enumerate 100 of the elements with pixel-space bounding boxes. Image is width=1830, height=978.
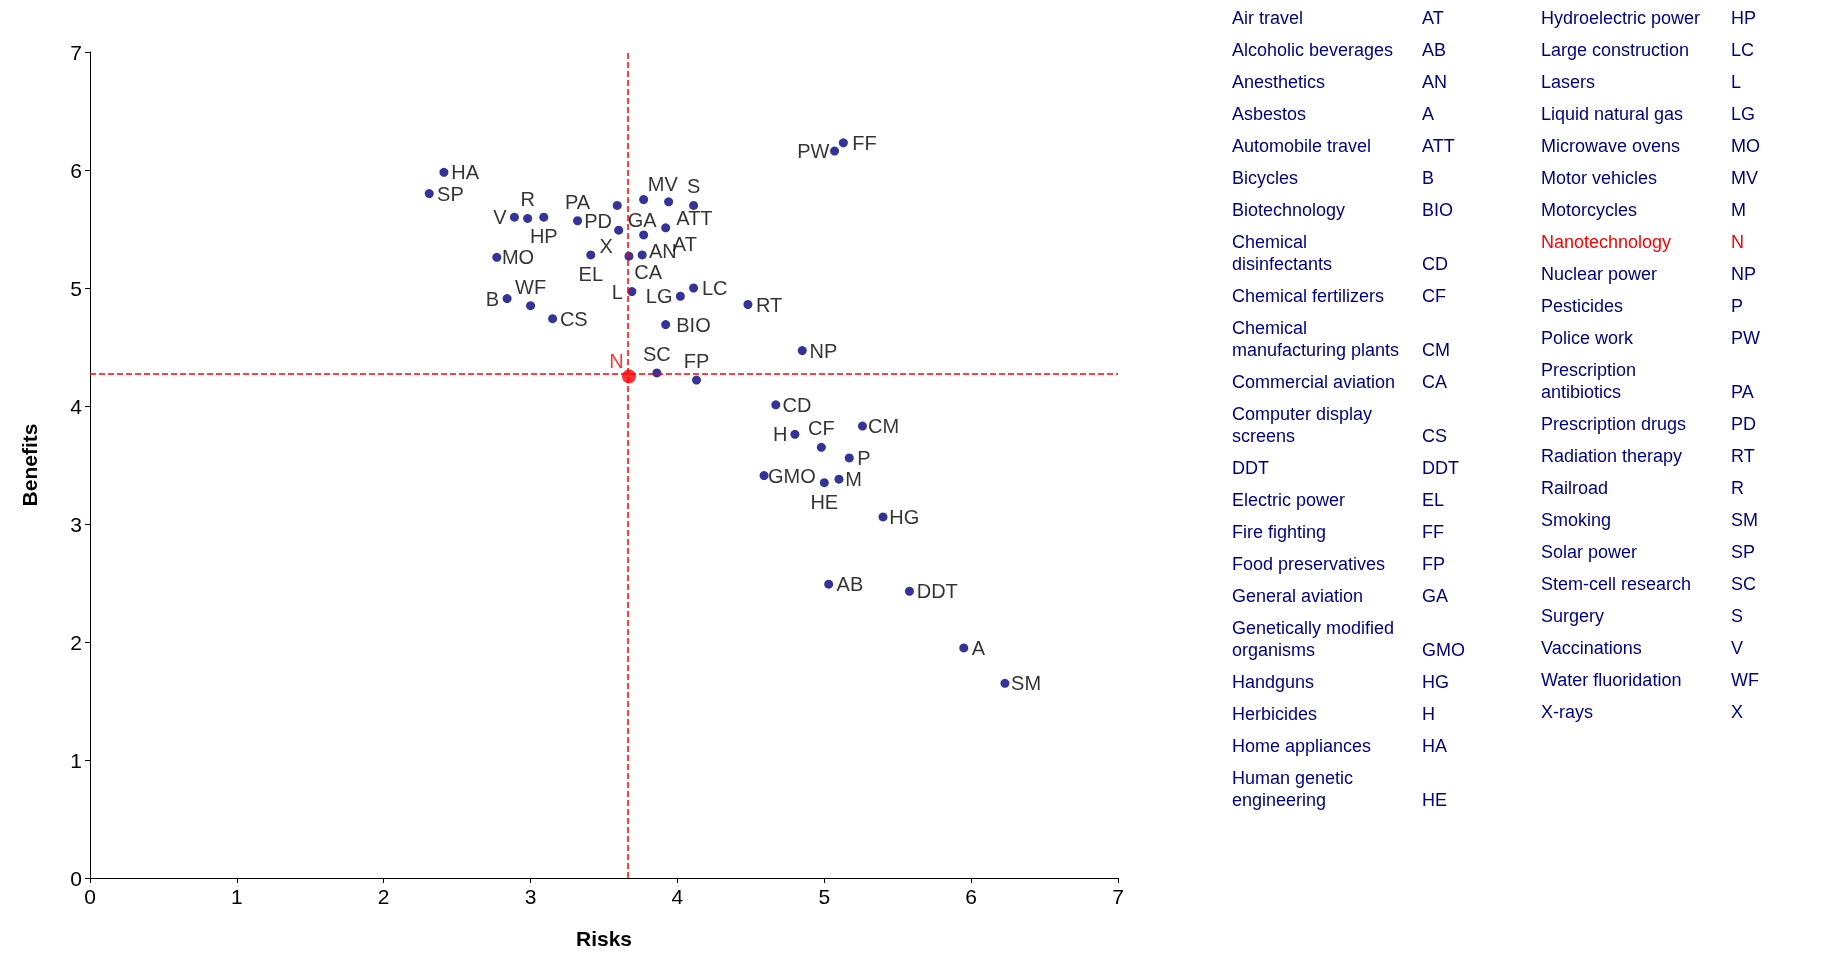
x-tick-label: 6 xyxy=(965,885,977,908)
text: Alcoholic beverages AB xyxy=(1232,40,1447,60)
y-tick-label: 1 xyxy=(70,748,82,772)
x-tick-label: 0 xyxy=(84,885,96,908)
text: Microwave ovens MO xyxy=(1541,136,1760,156)
x-tick-label: 2 xyxy=(377,885,390,908)
point xyxy=(878,512,888,522)
text: Radiation therapy RT xyxy=(1541,446,1755,466)
text: Food preservatives FP xyxy=(1232,554,1446,574)
text: Motorcycles M xyxy=(1541,200,1746,220)
x-tick-label: 1 xyxy=(231,885,243,908)
point xyxy=(824,579,834,589)
data-label: B xyxy=(485,287,500,310)
point xyxy=(664,197,674,207)
data-label: FP xyxy=(683,350,710,373)
point xyxy=(838,138,848,148)
text: Prescription antibiotics PA xyxy=(1541,360,1754,402)
data-label: N xyxy=(609,349,624,372)
text: Nuclear power NP xyxy=(1541,264,1757,284)
text: Herbicides H xyxy=(1232,704,1435,724)
data-label: H xyxy=(773,423,788,446)
text: Railroad R xyxy=(1541,478,1744,498)
data-label: FF xyxy=(852,131,877,154)
data-label: PW xyxy=(797,140,830,163)
point xyxy=(830,146,840,156)
text: Liquid natural gas LG xyxy=(1541,104,1756,124)
text: Commercial aviation CA xyxy=(1232,372,1448,392)
data-label: SC xyxy=(642,342,671,365)
data-label: CA xyxy=(634,261,663,284)
point xyxy=(959,643,969,653)
text: Hydroelectric power HP xyxy=(1541,8,1757,28)
point xyxy=(523,213,533,223)
x-axis-title: Risks xyxy=(575,927,633,950)
data-label: HP xyxy=(529,225,558,248)
point xyxy=(424,189,434,199)
data-label: LC xyxy=(701,277,728,299)
y-tick-label: 3 xyxy=(70,512,82,536)
data-label: WF xyxy=(515,275,547,298)
text: X-rays X xyxy=(1541,702,1744,722)
x-tick-label: 4 xyxy=(671,885,684,908)
point xyxy=(844,453,854,463)
data-label: CD xyxy=(782,393,812,416)
text: Human genetic engineering HE xyxy=(1232,768,1448,810)
text: Large construction LC xyxy=(1541,40,1755,60)
x-tick-label: 5 xyxy=(818,885,831,908)
text: Computer display screens CS xyxy=(1232,404,1448,446)
text: DDT DDT xyxy=(1232,458,1459,478)
data-label: RT xyxy=(755,293,783,316)
point xyxy=(639,195,649,204)
data-label: V xyxy=(493,206,508,229)
data-label: AB xyxy=(836,573,864,596)
point xyxy=(759,471,769,481)
point xyxy=(586,250,596,260)
y-axis-title: Benefits xyxy=(18,423,41,507)
point xyxy=(439,167,449,177)
text: Handguns HG xyxy=(1232,672,1449,692)
text: Electric power EL xyxy=(1232,490,1445,510)
data-label: GMO xyxy=(767,464,816,487)
text: Lasers L xyxy=(1541,72,1742,92)
data-label: SM xyxy=(1011,672,1042,695)
point xyxy=(904,586,914,596)
data-label: DDT xyxy=(916,580,958,603)
data-label: MO xyxy=(501,246,535,269)
data-label: PA xyxy=(564,190,591,213)
text: Fire fighting FF xyxy=(1232,522,1444,542)
point xyxy=(689,283,699,293)
data-label: BIO xyxy=(676,313,711,336)
data-label: PD xyxy=(584,210,612,233)
text: Bicycles B xyxy=(1232,168,1435,188)
text: Asbestos A xyxy=(1232,104,1435,124)
text: Solar power SP xyxy=(1541,542,1756,562)
data-label: P xyxy=(857,446,871,469)
text: Surgery S xyxy=(1541,606,1744,626)
point xyxy=(834,474,844,484)
point xyxy=(819,478,829,488)
point xyxy=(492,252,502,262)
point xyxy=(743,300,753,310)
point xyxy=(639,230,649,240)
text: General aviation GA xyxy=(1232,586,1449,606)
text: Stem-cell research SC xyxy=(1541,574,1757,594)
point xyxy=(539,212,549,222)
point xyxy=(573,216,583,226)
y-tick-label: 5 xyxy=(70,276,82,300)
point xyxy=(1000,678,1010,688)
x-tick-label: 3 xyxy=(524,885,537,908)
text: Prescription drugs PD xyxy=(1541,414,1757,434)
text: Chemical disinfectants CD xyxy=(1232,232,1448,274)
text: Pesticides P xyxy=(1541,296,1744,316)
data-label: EL xyxy=(578,262,604,285)
point xyxy=(612,200,622,210)
data-label: HG xyxy=(889,505,920,528)
text: Automobile travel ATT xyxy=(1232,136,1455,156)
point xyxy=(797,346,807,356)
point xyxy=(689,200,699,210)
point xyxy=(816,442,826,452)
y-tick-label: 2 xyxy=(70,630,82,654)
data-label: NP xyxy=(809,339,838,362)
text: Anesthetics AN xyxy=(1232,72,1448,92)
y-tick-label: 6 xyxy=(70,158,82,182)
point xyxy=(509,212,519,222)
